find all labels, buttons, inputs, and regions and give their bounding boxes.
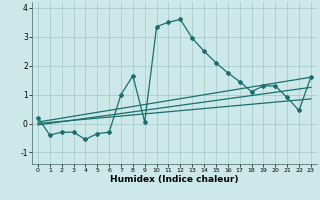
X-axis label: Humidex (Indice chaleur): Humidex (Indice chaleur) — [110, 175, 239, 184]
